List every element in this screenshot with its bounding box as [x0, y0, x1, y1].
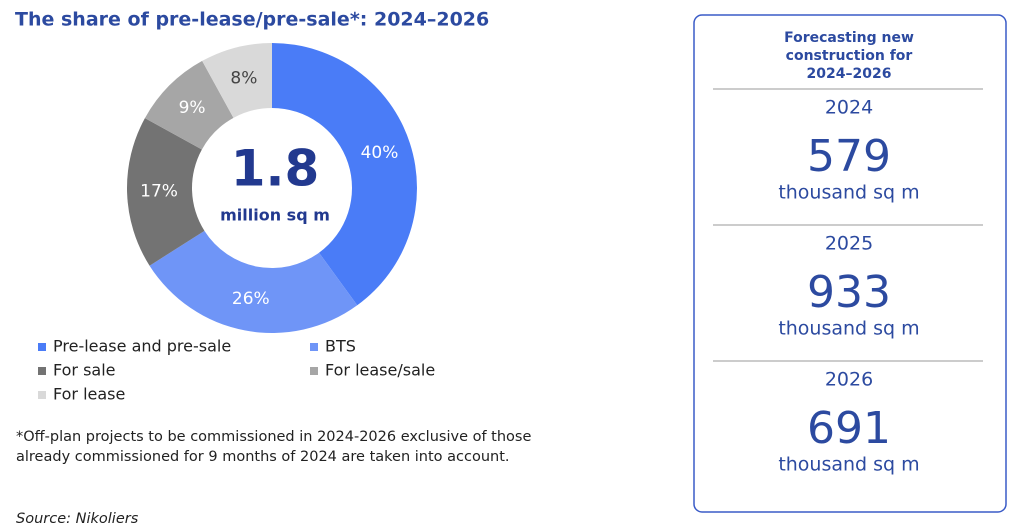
legend-label: BTS	[325, 337, 356, 356]
data-label: 26%	[232, 289, 270, 309]
center-value: 1.8	[231, 140, 320, 198]
panel-year: 2026	[825, 369, 873, 391]
legend-swatch	[38, 343, 46, 351]
panel-year: 2025	[825, 233, 873, 255]
panel: Forecasting new construction for 2024–2026…	[713, 30, 983, 476]
panel-year: 2024	[825, 97, 873, 119]
legend-label: Pre-lease and pre-sale	[53, 337, 231, 356]
panel-unit: thousand sq m	[778, 182, 919, 204]
panel-title: construction for	[786, 48, 913, 64]
footnote: *Off-plan projects to be commissioned in…	[16, 429, 532, 465]
data-label: 8%	[230, 69, 257, 89]
donut-segment	[144, 60, 234, 150]
legend-swatch	[38, 367, 46, 375]
panel-value: 691	[807, 403, 891, 454]
panel-value: 933	[807, 267, 891, 318]
donut-segment	[202, 43, 272, 118]
panel-value: 579	[807, 131, 891, 182]
donut-segment	[149, 230, 358, 333]
center-label: million sq m	[220, 206, 330, 225]
donut: 40% 26% 17% 9% 8%	[127, 43, 417, 333]
legend-swatch	[38, 391, 46, 399]
panel-unit: thousand sq m	[778, 454, 919, 476]
donut-segment	[272, 43, 417, 306]
legend-label: For lease	[53, 385, 125, 404]
panel-title: 2024–2026	[807, 66, 892, 82]
panel-frame	[693, 14, 1007, 513]
legend-swatch	[310, 343, 318, 351]
source: Source: Nikoliers	[16, 511, 139, 527]
panel-unit: thousand sq m	[778, 318, 919, 340]
data-label: 40%	[361, 143, 399, 163]
panel-title: Forecasting new	[784, 30, 914, 46]
legend-label: For lease/sale	[325, 361, 435, 380]
donut-segment	[127, 118, 205, 266]
legend-label: For sale	[53, 361, 116, 380]
data-label: 9%	[179, 98, 206, 118]
legend: Pre-lease and pre-sale BTS For sale For lea…	[38, 337, 435, 404]
legend-swatch	[310, 367, 318, 375]
data-label: 17%	[140, 182, 178, 202]
chart-title: The share of pre-lease/pre-sale*: 2024–2…	[15, 9, 489, 31]
